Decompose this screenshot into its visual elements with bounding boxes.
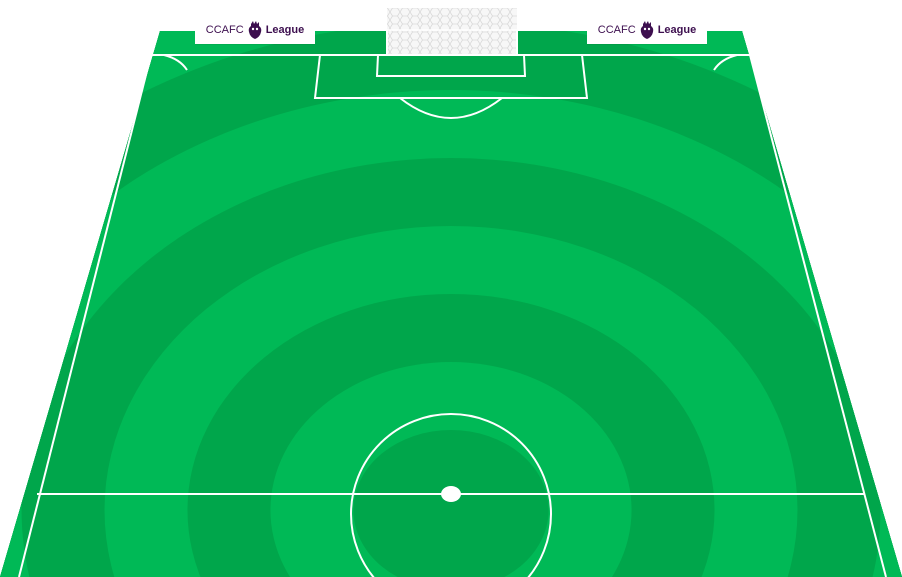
goal-net — [387, 8, 517, 55]
sponsor-brand: CCAFC — [205, 23, 244, 36]
centre-spot — [441, 486, 461, 502]
penalty-box — [313, 54, 589, 99]
sponsor-board-right: CCAFC League — [587, 16, 707, 44]
corner-arc-right — [713, 54, 738, 71]
lion-crest-icon — [639, 21, 655, 39]
touchline-right — [749, 54, 887, 577]
centre-circle — [350, 413, 552, 577]
penalty-arc — [399, 97, 503, 119]
goal — [386, 8, 518, 55]
lion-crest-icon — [247, 21, 263, 39]
sponsor-brand: CCAFC — [597, 23, 636, 36]
corner-arc-left — [163, 54, 188, 71]
grass-stripe-ring — [353, 430, 549, 577]
touchline-left — [18, 54, 152, 577]
sponsor-league: League — [265, 23, 305, 36]
sponsor-board-left: CCAFC League — [195, 16, 315, 44]
sponsor-league: League — [657, 23, 697, 36]
six-yard-box — [375, 54, 527, 77]
